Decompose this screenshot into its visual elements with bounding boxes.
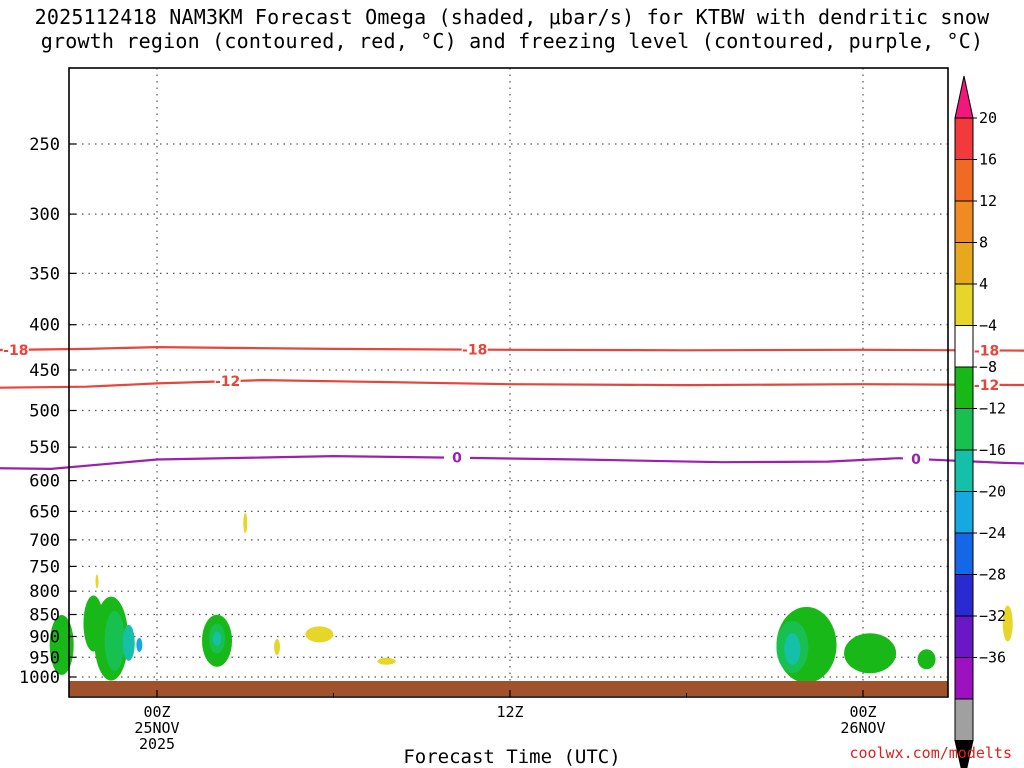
contour-label-bg bbox=[973, 377, 1000, 392]
colorbar-segment bbox=[954, 159, 974, 202]
y-tick-label: 750 bbox=[29, 557, 60, 577]
colorbar-label: −20 bbox=[979, 483, 1006, 501]
omega-region bbox=[213, 631, 222, 646]
colorbar-label: −4 bbox=[979, 317, 997, 335]
contour-label: -18 bbox=[462, 343, 487, 359]
colorbar-label: −12 bbox=[979, 400, 1006, 418]
omega-region bbox=[917, 649, 936, 670]
omega-region bbox=[377, 657, 396, 665]
contour-label-bg bbox=[444, 450, 471, 465]
colorbar-segment bbox=[954, 325, 974, 368]
y-tick-label: 700 bbox=[29, 531, 60, 551]
chart-title-line2: growth region (contoured, red, °C) and f… bbox=[40, 29, 984, 53]
omega-region bbox=[274, 639, 281, 656]
contour-line bbox=[0, 378, 1024, 389]
colorbar-segment bbox=[954, 117, 974, 160]
colorbar-segment bbox=[954, 698, 974, 741]
contour-label: 0 bbox=[911, 452, 921, 468]
y-tick-label: 250 bbox=[29, 135, 60, 155]
colorbar-segment bbox=[954, 491, 974, 534]
contour-label-bg bbox=[902, 451, 929, 466]
omega-region bbox=[305, 626, 334, 643]
colorbar-label: −8 bbox=[979, 358, 997, 376]
contour-line bbox=[0, 345, 1024, 352]
y-tick-label: 500 bbox=[29, 402, 60, 422]
colorbar-label: 4 bbox=[979, 275, 988, 293]
contour-label: -12 bbox=[215, 374, 240, 390]
omega-region bbox=[104, 610, 125, 671]
x-tick-label: 00Z bbox=[849, 703, 876, 721]
omega-region bbox=[844, 633, 897, 674]
omega-region bbox=[49, 614, 74, 675]
y-tick-label: 1000 bbox=[19, 668, 60, 688]
omega-region bbox=[784, 633, 801, 666]
omega-region bbox=[122, 624, 135, 661]
chart-title: 2025112418 NAM3KM Forecast Omega (shaded… bbox=[34, 5, 990, 29]
colorbar-top-arrow bbox=[954, 75, 974, 119]
y-tick-label: 900 bbox=[29, 627, 60, 647]
colorbar-label: −24 bbox=[979, 524, 1006, 542]
contour-label-bg bbox=[2, 342, 29, 357]
colorbar-label: 20 bbox=[979, 109, 997, 127]
ground-surface bbox=[69, 681, 948, 696]
contour-label-bg bbox=[214, 374, 241, 389]
contour-line bbox=[0, 454, 1024, 471]
colorbar-segment bbox=[954, 200, 974, 243]
y-tick-label: 950 bbox=[29, 648, 60, 668]
colorbar-bottom-arrow bbox=[954, 740, 974, 768]
y-tick-label: 350 bbox=[29, 264, 60, 284]
plot-frame bbox=[68, 67, 949, 698]
y-tick-label: 550 bbox=[29, 438, 60, 458]
website-credit[interactable]: coolwx.com/modelts bbox=[849, 744, 1012, 762]
colorbar-label: 16 bbox=[979, 151, 997, 169]
contour-label: -12 bbox=[974, 378, 999, 394]
y-tick-label: 600 bbox=[29, 472, 60, 492]
omega-region bbox=[243, 513, 248, 534]
colorbar-label: −36 bbox=[979, 649, 1006, 667]
colorbar-label: 8 bbox=[979, 234, 988, 252]
omega-region bbox=[83, 595, 104, 652]
colorbar-label: −16 bbox=[979, 441, 1006, 459]
omega-region bbox=[95, 574, 99, 589]
colorbar-label: 12 bbox=[979, 192, 997, 210]
contour-label: 0 bbox=[452, 451, 462, 467]
y-tick-label: 400 bbox=[29, 316, 60, 336]
colorbar-label: −28 bbox=[979, 566, 1006, 584]
colorbar-segment bbox=[954, 283, 974, 326]
colorbar-segment bbox=[954, 574, 974, 617]
omega-shading bbox=[49, 513, 1013, 683]
colorbar-segment bbox=[954, 657, 974, 700]
colorbar-segment bbox=[954, 615, 974, 658]
colorbar-segment bbox=[954, 242, 974, 285]
y-tick-label: 800 bbox=[29, 582, 60, 602]
x-tick-label: 2025 bbox=[139, 735, 175, 753]
colorbar-segment bbox=[954, 366, 974, 409]
contour-label-bg bbox=[973, 343, 1000, 358]
colorbar-label: −32 bbox=[979, 607, 1006, 625]
contour-label: -18 bbox=[3, 343, 28, 359]
contour-label: -18 bbox=[974, 343, 999, 359]
y-tick-label: 300 bbox=[29, 205, 60, 225]
x-tick-label: 12Z bbox=[496, 703, 523, 721]
x-tick-label: 00Z bbox=[143, 703, 170, 721]
x-tick-label: 25NOV bbox=[134, 719, 179, 737]
x-tick-label: 26NOV bbox=[840, 719, 885, 737]
y-tick-label: 850 bbox=[29, 606, 60, 626]
omega-region bbox=[1002, 605, 1013, 642]
y-tick-label: 450 bbox=[29, 361, 60, 381]
colorbar-segment bbox=[954, 408, 974, 451]
contour-label-bg bbox=[461, 342, 488, 357]
x-axis-label: Forecast Time (UTC) bbox=[403, 746, 621, 768]
colorbar-segment bbox=[954, 532, 974, 575]
y-tick-label: 650 bbox=[29, 502, 60, 522]
omega-region bbox=[136, 637, 143, 652]
colorbar-segment bbox=[954, 449, 974, 492]
